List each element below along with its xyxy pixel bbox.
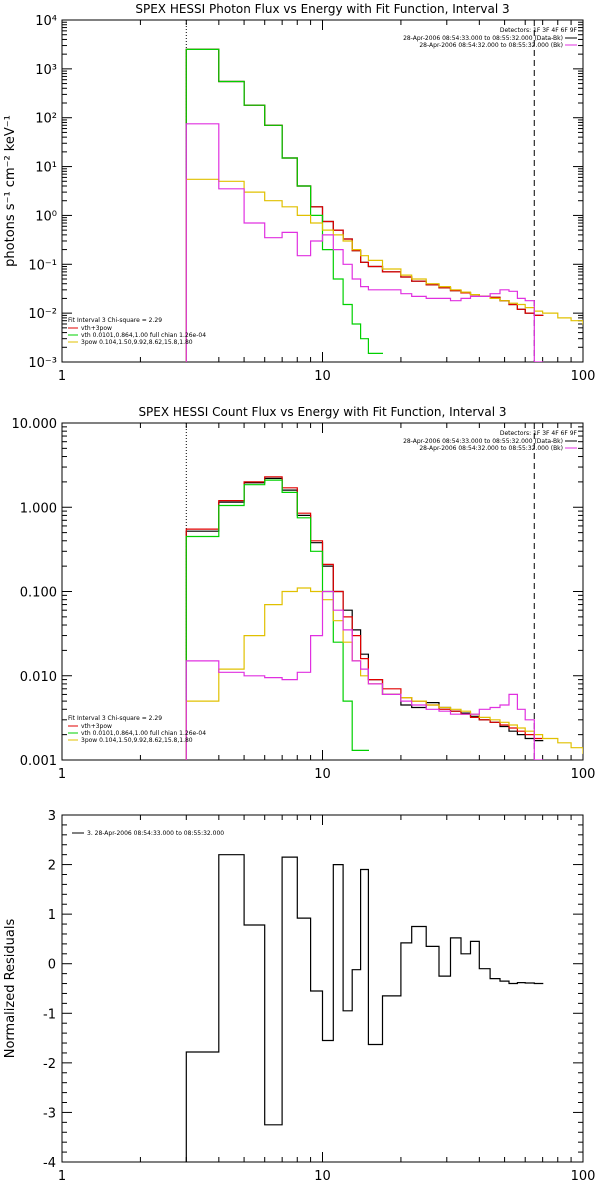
x-tick-label: 1 [58, 1169, 66, 1184]
y-tick-label: 0 [48, 958, 56, 973]
y-tick-label: 0.100 [20, 586, 57, 601]
fit-legend-entry: vth 0.0101,0.864,1.00 full chian 1.26e-0… [81, 332, 206, 339]
legend-header: Detectors: 1F 3F 4F 6F 9F [500, 27, 578, 34]
fit-legend-entry: vth+3pow [81, 325, 112, 332]
series-2-line [185, 48, 544, 362]
x-tick-label: 100 [571, 369, 596, 384]
y-tick-label: 1.000 [20, 501, 57, 516]
fit-legend-header: Fit Interval 3 Chi-square = 2.29 [68, 317, 162, 324]
x-tick-label: 1 [58, 767, 66, 782]
y-tick-label: 10⁻¹ [28, 258, 57, 273]
y-tick-label: -1 [43, 1007, 56, 1022]
chart-1: SPEX HESSI Photon Flux vs Energy with Fi… [3, 2, 595, 384]
series-4-line [185, 587, 583, 760]
y-tick-label: -4 [43, 1156, 56, 1171]
y-axis-label: photons s⁻¹ cm⁻² keV⁻¹ [3, 115, 18, 267]
x-tick-label: 10 [314, 767, 331, 782]
y-tick-label: 10⁴ [35, 14, 57, 29]
x-tick-label: 10 [314, 369, 331, 384]
fit-legend-entry: vth+3pow [81, 723, 112, 730]
y-tick-label: 10³ [35, 63, 57, 78]
y-tick-label: 0.010 [20, 670, 57, 685]
fit-legend-entry: vth 0.0101,0.864,1.00 full chian 1.26e-0… [81, 730, 206, 737]
legend-entry: 28-Apr-2006 08:54:32.000 to 08:55:32.000… [419, 42, 563, 49]
y-tick-label: 10.000 [12, 417, 58, 432]
legend-entry: 28-Apr-2006 08:54:32.000 to 08:55:32.000… [419, 445, 563, 452]
plot-frame [61, 19, 584, 363]
residual-legend-entry: 3. 28-Apr-2006 08:54:33.000 to 08:55:32.… [87, 830, 224, 837]
series-1-line [185, 48, 544, 362]
y-axis-label: Normalized Residuals [3, 919, 18, 1059]
series-5-line [185, 590, 544, 760]
series-group [185, 48, 583, 362]
series-5-line [185, 123, 544, 362]
y-tick-label: 3 [48, 809, 56, 824]
y-tick-label: 10⁰ [35, 209, 57, 224]
y-tick-label: 2 [48, 859, 56, 874]
legend-header: Detectors: 1F 3F 4F 6F 9F [500, 430, 578, 437]
chart-2: SPEX HESSI Count Flux vs Energy with Fit… [12, 405, 596, 782]
chart-title: SPEX HESSI Count Flux vs Energy with Fit… [138, 405, 506, 419]
y-tick-label: -3 [43, 1106, 56, 1121]
y-tick-label: 10⁻³ [28, 356, 57, 371]
series-1-line [185, 854, 544, 1162]
series-group [185, 476, 583, 760]
chart-title: SPEX HESSI Photon Flux vs Energy with Fi… [135, 2, 509, 16]
legend-entry: 28-Apr-2006 08:54:33.000 to 08:55:32.000… [403, 35, 563, 42]
fit-legend-entry: 3pow 0.104,1.50,9.92,8.62,15.8,1.80 [81, 339, 193, 346]
fit-legend-header: Fit Interval 3 Chi-square = 2.29 [68, 715, 162, 722]
chart-3: 1 10 100 -4 -3 -2 -1 0 1 2 3 Normalized Residuals 3.… [3, 809, 595, 1184]
series-4-line [185, 178, 583, 362]
y-tick-label: 10² [35, 112, 57, 127]
x-tick-label: 100 [571, 767, 596, 782]
x-tick-label: 10 [314, 1169, 331, 1184]
series-3-line [185, 479, 369, 760]
plot-frame [61, 814, 584, 1163]
y-tick-label: 10¹ [35, 161, 57, 176]
fit-legend-entry: 3pow 0.104,1.50,9.92,8.62,15.8,1.80 [81, 737, 193, 744]
y-tick-label: -2 [43, 1057, 56, 1072]
y-tick-label: 0.001 [20, 754, 57, 769]
series-group [185, 854, 544, 1162]
y-tick-label: 1 [48, 908, 56, 923]
legend-entry: 28-Apr-2006 08:54:33.000 to 08:55:32.000… [403, 438, 563, 445]
series-3-line [185, 48, 383, 362]
series-2-line [185, 476, 544, 760]
y-tick-label: 10⁻² [28, 307, 57, 322]
x-tick-label: 1 [58, 369, 66, 384]
x-tick-label: 100 [571, 1169, 596, 1184]
